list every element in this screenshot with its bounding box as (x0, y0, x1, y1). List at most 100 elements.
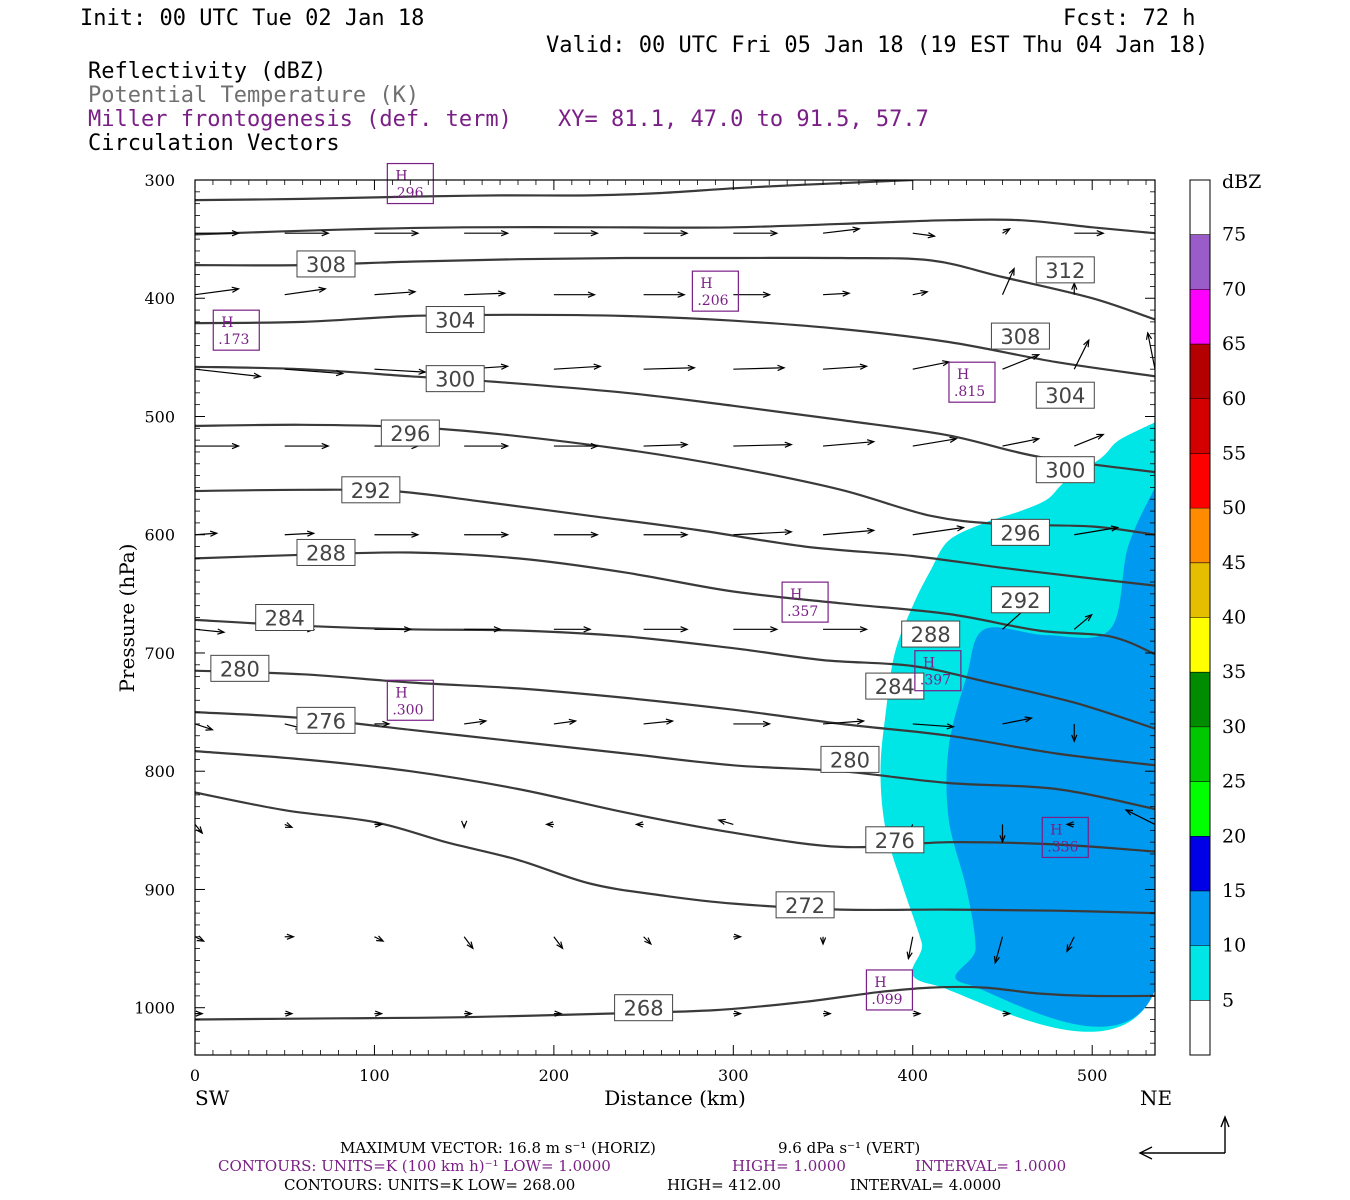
colorbar-label: 45 (1222, 552, 1246, 574)
colorbar-label: 30 (1222, 716, 1246, 738)
frontogenesis-value: .300 (392, 702, 423, 718)
frontogenesis-value: .099 (871, 992, 902, 1008)
isentrope-label: 312 (1035, 256, 1095, 284)
isentrope-line (195, 551, 1155, 656)
vector-arrowhead (1024, 716, 1034, 723)
vector-arrowhead (1084, 613, 1093, 622)
circulation-vector (822, 529, 874, 536)
isentrope-line (195, 618, 1155, 730)
max-vector-vert: 9.6 dPa s⁻¹ (VERT) (778, 1139, 920, 1157)
vector-arrowhead (285, 1010, 294, 1017)
colorbar-segment (1190, 890, 1210, 946)
y-tick-label: 500 (144, 407, 175, 426)
colorbar-label: 20 (1222, 825, 1246, 847)
vector-arrowhead (556, 941, 564, 950)
vector-arrowhead (461, 820, 468, 829)
frontogenesis-box (914, 650, 962, 692)
vector-arrowhead (634, 821, 644, 828)
circulation-vector (195, 628, 225, 633)
vector-arrowhead (1008, 267, 1015, 276)
circulation-vector (822, 720, 864, 725)
frontogenesis-maximum: H.300 (386, 679, 434, 721)
frontogenesis-marker: H (874, 975, 886, 991)
vector-arrowhead (665, 718, 675, 725)
circulation-vector (374, 368, 426, 373)
isentrope-label: 304 (1035, 381, 1095, 409)
circulation-vector (643, 443, 688, 447)
circulation-vector (1002, 717, 1032, 725)
vector-arrowhead (318, 286, 327, 293)
isentrope-label: 276 (865, 826, 925, 854)
vector-arrowhead (680, 626, 689, 633)
colorbar-segment (1190, 945, 1210, 1001)
frontogenesis-maximum: H.206 (691, 270, 739, 312)
y-tick-label: 800 (144, 762, 175, 781)
vector-arrowhead (920, 289, 929, 297)
circulation-vector (822, 228, 860, 234)
isentrope-label-text: 268 (624, 997, 664, 1021)
vector-arrowhead (231, 442, 241, 450)
colorbar-label: 10 (1222, 935, 1246, 957)
vector-arrowhead (770, 230, 779, 237)
colorbar-title: dBZ (1222, 171, 1261, 193)
isentrope-line (195, 791, 1155, 915)
vector-arrowhead (913, 1010, 922, 1017)
fronto-contour-units: CONTOURS: UNITS=K (100 km h)⁻¹ LOW= 1.00… (218, 1157, 611, 1175)
vector-arrowhead (374, 821, 384, 828)
vector-arrowhead (1124, 809, 1134, 816)
header: Init: 00 UTC Tue 02 Jan 18 Fcst: 72 h Va… (80, 6, 1208, 156)
colorbar-segment (1190, 398, 1210, 454)
vector-arrowhead (335, 369, 345, 377)
vector-arrowhead (466, 941, 474, 950)
isentrope-line (195, 218, 1155, 236)
circulation-vector (822, 441, 874, 447)
isentrope-label-box (296, 706, 356, 734)
isentrope-label-text: 308 (1000, 325, 1040, 349)
frontogenesis-value: .336 (1047, 839, 1078, 855)
colorbar-label: 50 (1222, 497, 1246, 519)
circulation-vector (553, 720, 576, 725)
circulation-vector (1154, 723, 1155, 725)
colorbar-label: 25 (1222, 771, 1246, 793)
vector-arrowhead (593, 363, 602, 370)
vector-arrowhead (946, 723, 955, 730)
circulation-vector (907, 936, 914, 959)
circulation-vector (912, 526, 964, 536)
circulation-vector (912, 232, 935, 237)
circulation-vector (195, 368, 261, 378)
frontogenesis-marker: H (700, 276, 712, 292)
x-tick-label: 500 (1077, 1066, 1108, 1085)
circulation-vector (553, 365, 601, 370)
vector-arrowhead (382, 720, 391, 728)
frontogenesis-box (865, 969, 914, 1011)
isentrope-label: 296 (990, 518, 1050, 546)
isentrope-label-box (990, 322, 1050, 350)
colorbar-segment (1190, 1000, 1210, 1055)
vector-arrowhead (587, 291, 597, 298)
vector-arrowhead (762, 720, 772, 728)
cross-section-endpoints: XY= 81.1, 47.0 to 91.5, 57.7 (558, 107, 929, 132)
vector-arrowhead (500, 230, 510, 237)
circulation-vector (464, 292, 505, 296)
frontogenesis-box (212, 309, 260, 351)
frontogenesis-marker: H (923, 656, 935, 672)
colorbar-segment (1190, 289, 1210, 345)
isentrope-label: 300 (425, 365, 485, 393)
axis-ticks: 0 100 200 300 400 500 300 400 500 600 700 800 900 100… (134, 171, 1155, 1085)
isentrope-label-text: 280 (220, 657, 260, 681)
isentrope-label-text: 284 (265, 607, 305, 631)
valid-time: Valid: 00 UTC Fri 05 Jan 18 (19 EST Thu … (546, 33, 1208, 58)
vector-arrowhead (568, 718, 578, 725)
colorbar-label: 35 (1222, 661, 1246, 683)
vector-arrowhead (500, 363, 510, 370)
isentrope-label-text: 308 (306, 253, 346, 277)
vector-arrowhead (762, 291, 772, 298)
vector-arrowhead (1003, 1010, 1012, 1017)
colorbar-segment (1190, 344, 1210, 399)
isentrope-label-box (425, 306, 485, 334)
vector-arrowhead (284, 822, 294, 828)
vector-arrowhead (687, 364, 696, 372)
vector-arrowhead (1065, 821, 1074, 828)
circulation-vector (374, 291, 416, 296)
circulation-vector (643, 936, 652, 945)
